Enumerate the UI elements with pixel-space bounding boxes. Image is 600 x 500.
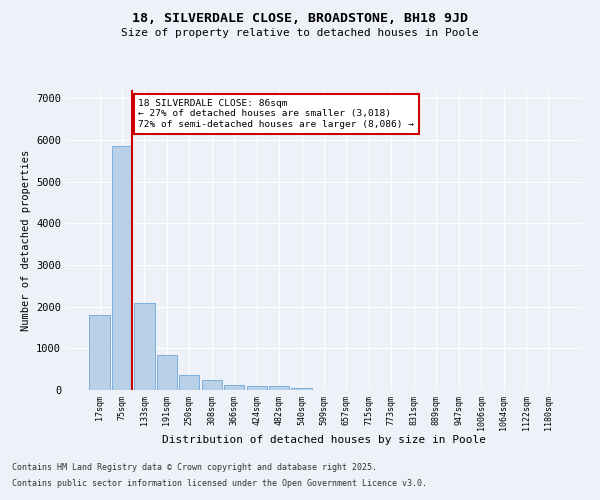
Bar <box>247 386 267 390</box>
Bar <box>269 386 289 390</box>
Bar <box>292 388 311 390</box>
Bar <box>224 384 244 390</box>
Bar <box>202 380 222 390</box>
Bar <box>179 374 199 390</box>
Text: Contains public sector information licensed under the Open Government Licence v3: Contains public sector information licen… <box>12 478 427 488</box>
Bar <box>89 315 110 390</box>
Text: Contains HM Land Registry data © Crown copyright and database right 2025.: Contains HM Land Registry data © Crown c… <box>12 464 377 472</box>
Bar <box>134 304 155 390</box>
Bar <box>112 146 132 390</box>
Text: 18, SILVERDALE CLOSE, BROADSTONE, BH18 9JD: 18, SILVERDALE CLOSE, BROADSTONE, BH18 9… <box>132 12 468 26</box>
X-axis label: Distribution of detached houses by size in Poole: Distribution of detached houses by size … <box>162 436 486 446</box>
Text: 18 SILVERDALE CLOSE: 86sqm
← 27% of detached houses are smaller (3,018)
72% of s: 18 SILVERDALE CLOSE: 86sqm ← 27% of deta… <box>138 99 414 129</box>
Bar <box>157 356 177 390</box>
Text: Size of property relative to detached houses in Poole: Size of property relative to detached ho… <box>121 28 479 38</box>
Y-axis label: Number of detached properties: Number of detached properties <box>20 150 31 330</box>
